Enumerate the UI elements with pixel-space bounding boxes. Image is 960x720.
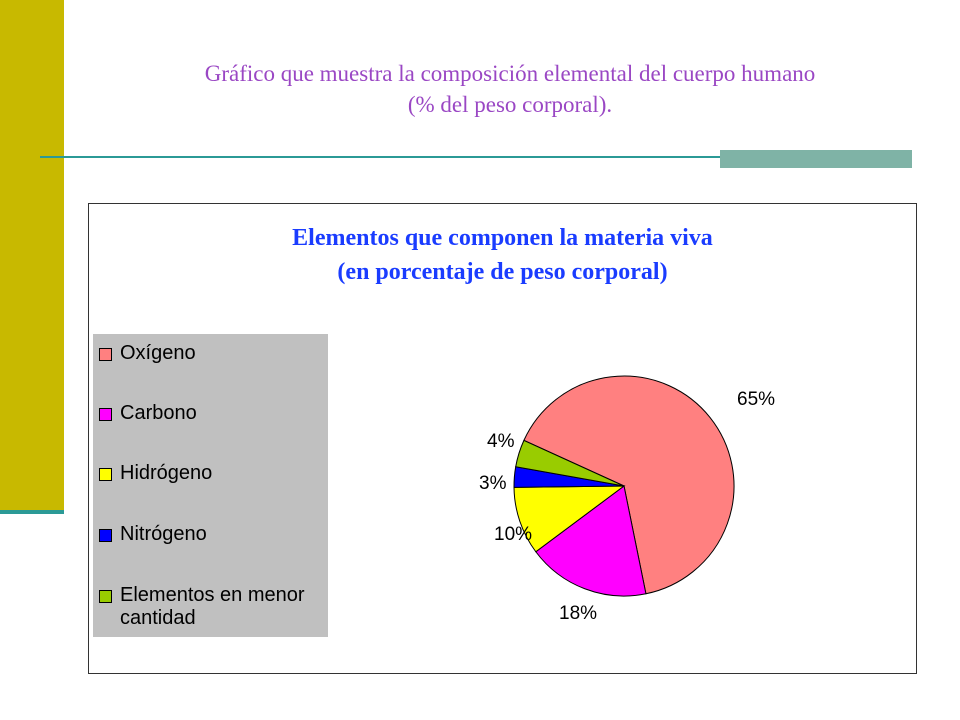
- legend-swatch: [99, 348, 112, 361]
- legend-label: Elementos en menor cantidad: [120, 584, 305, 629]
- title-divider-accent: [720, 150, 912, 168]
- pie-slice: [515, 439, 625, 487]
- chart-legend: Oxígeno Carbono Hidrógeno Nitrógeno Elem…: [93, 334, 328, 637]
- slide-title-line-2: (% del peso corporal).: [407, 92, 613, 117]
- slide-title: Gráfico que muestra la composición eleme…: [80, 58, 940, 120]
- pie-data-label: 65%: [737, 389, 775, 410]
- legend-swatch: [99, 468, 112, 481]
- legend-label: Hidrógeno: [120, 462, 213, 484]
- chart-title-line-1: Elementos que componen la materia viva: [292, 225, 713, 251]
- pie-slice: [523, 375, 735, 595]
- chart-title: Elementos que componen la materia viva (…: [89, 221, 916, 289]
- left-accent-rule: [0, 510, 64, 514]
- pie-data-label: 18%: [559, 603, 597, 624]
- slide-title-line-1: Gráfico que muestra la composición eleme…: [204, 61, 816, 86]
- legend-label: Carbono: [120, 402, 197, 424]
- title-divider: [40, 156, 912, 158]
- legend-label: Oxígeno: [120, 342, 196, 364]
- legend-swatch: [99, 408, 112, 421]
- chart-title-line-2: (en porcentaje de peso corporal): [337, 259, 668, 285]
- legend-label: Nitrógeno: [120, 523, 207, 545]
- pie-chart: 65% 18% 10% 3% 4%: [479, 375, 775, 624]
- left-accent-bar: [0, 0, 64, 512]
- pie-data-label: 4%: [487, 431, 515, 452]
- chart-frame: Elementos que componen la materia viva (…: [88, 203, 917, 674]
- pie-data-label: 10%: [494, 524, 532, 545]
- legend-swatch: [99, 529, 112, 542]
- legend-swatch: [99, 590, 112, 603]
- pie-slice: [535, 485, 647, 597]
- pie-data-label: 3%: [479, 473, 507, 494]
